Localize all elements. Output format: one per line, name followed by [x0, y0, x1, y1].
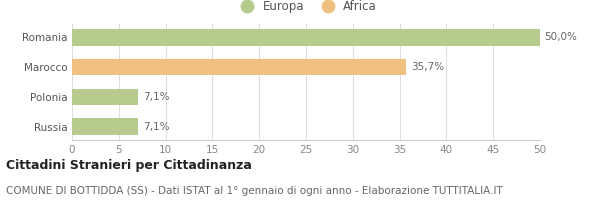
Text: COMUNE DI BOTTIDDA (SS) - Dati ISTAT al 1° gennaio di ogni anno - Elaborazione T: COMUNE DI BOTTIDDA (SS) - Dati ISTAT al … — [6, 186, 503, 196]
Bar — [72, 29, 540, 46]
Text: 35,7%: 35,7% — [411, 62, 444, 72]
Text: 7,1%: 7,1% — [143, 92, 170, 102]
Text: 7,1%: 7,1% — [143, 122, 170, 132]
Bar — [72, 118, 139, 135]
Legend: Europa, Africa: Europa, Africa — [233, 0, 379, 16]
Text: Cittadini Stranieri per Cittadinanza: Cittadini Stranieri per Cittadinanza — [6, 159, 252, 172]
Bar — [72, 59, 406, 75]
Text: 50,0%: 50,0% — [545, 32, 578, 42]
Bar — [72, 89, 139, 105]
